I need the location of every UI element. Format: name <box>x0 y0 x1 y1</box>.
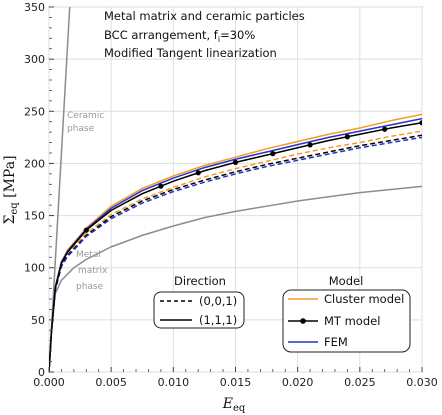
x-tick-label: 0.020 <box>282 376 314 389</box>
legend-mt-label: MT model <box>324 314 380 328</box>
series-layer <box>49 7 422 372</box>
legend-cluster-label: Cluster model <box>324 292 404 306</box>
series-line-fem-001 <box>49 136 422 372</box>
mt-marker-point <box>307 142 313 148</box>
ceramic-phase-label: Ceramic <box>67 111 104 121</box>
x-tick-label: 0.015 <box>220 376 252 389</box>
metal-phase-label-2: matrix <box>78 266 108 276</box>
mt-marker-point <box>232 159 239 165</box>
y-tick-label: 100 <box>24 262 45 275</box>
series-line-ceramic-phase <box>49 7 71 372</box>
y-tick-label: 50 <box>31 314 45 327</box>
metal-phase-label-3: phase <box>76 282 104 292</box>
series-line-mt-model-001 <box>49 134 422 372</box>
legend-direction-001-label: (0,0,1) <box>199 294 237 308</box>
axis-ticks: 0.000 0.005 0.010 0.015 0.020 0.025 0.030 0 50 10… <box>24 1 438 389</box>
legend-mt-marker <box>300 318 306 324</box>
mt-marker-point <box>344 134 350 140</box>
x-axis-title: Eeq <box>222 396 246 414</box>
y-tick-label: 200 <box>24 157 45 170</box>
series-line-metal-matrix-phase <box>49 185 422 372</box>
y-tick-label: 350 <box>24 1 45 14</box>
mt-marker-point <box>270 151 276 157</box>
x-tick-label: 0.030 <box>406 376 438 389</box>
x-tick-label: 0.005 <box>95 376 127 389</box>
annotation-line-2: BCC arrangement, fi=30% <box>104 28 255 44</box>
legend-direction-title: Direction <box>174 274 226 288</box>
y-tick-label: 300 <box>24 53 45 66</box>
metal-phase-label: Metal <box>76 250 101 260</box>
mt-marker-point <box>382 126 388 132</box>
x-tick-label: 0.025 <box>344 376 376 389</box>
ceramic-phase-label-2: phase <box>67 124 95 134</box>
legend-fem-label: FEM <box>324 335 348 349</box>
x-tick-label: 0.000 <box>33 376 65 389</box>
annotation-line-3: Modified Tangent linearization <box>104 46 277 60</box>
mt-marker-point <box>195 170 201 176</box>
mt-marker-point <box>83 227 89 233</box>
legend-model-title: Model <box>329 274 364 288</box>
y-tick-label: 0 <box>38 366 45 379</box>
legend-direction-111-label: (1,1,1) <box>199 313 237 327</box>
x-tick-label: 0.010 <box>158 376 190 389</box>
y-axis-title: Σeq [MPa] <box>2 155 20 224</box>
y-tick-label: 150 <box>24 210 45 223</box>
series-line-mt-model-111 <box>49 122 422 372</box>
mt-marker-point <box>419 120 422 126</box>
legend-model-box <box>282 289 411 353</box>
mt-marker-point <box>158 183 164 189</box>
annotation-line-1: Metal matrix and ceramic particles <box>104 9 305 23</box>
y-tick-label: 250 <box>24 105 45 118</box>
